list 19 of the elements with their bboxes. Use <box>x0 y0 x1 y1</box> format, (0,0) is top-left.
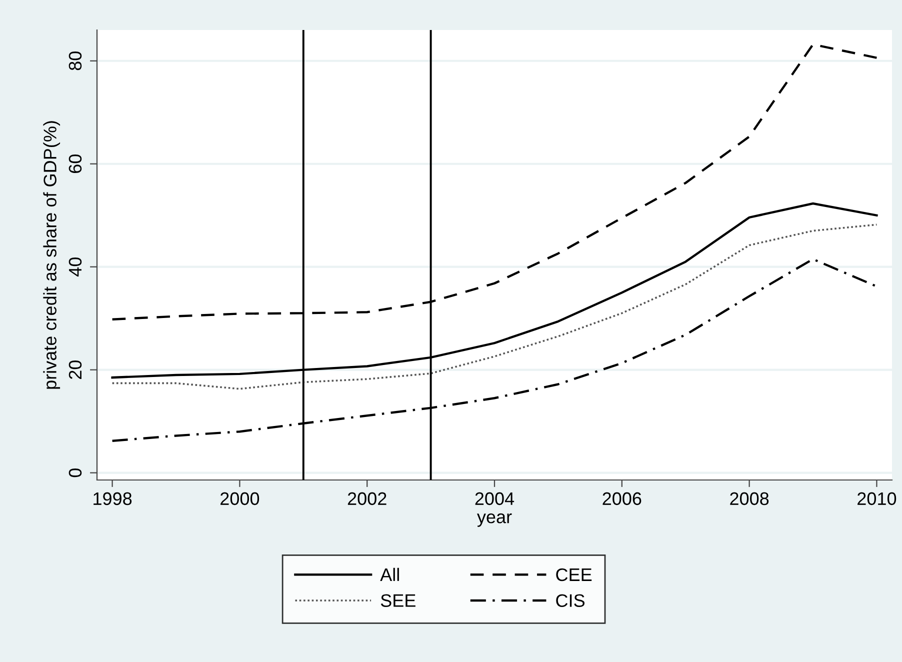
y-tick-label: 80 <box>68 52 82 70</box>
line-series <box>111 224 878 390</box>
y-tick-label: 0 <box>68 468 82 478</box>
x-tick-label: 2010 <box>858 492 896 506</box>
y-axis-title: private credit as share of GDP(%) <box>43 121 60 389</box>
x-tick-label: 2000 <box>220 492 260 506</box>
y-tick-label: 40 <box>68 258 82 276</box>
legend-label: CEE <box>556 568 592 582</box>
x-tick-label: 2004 <box>475 492 514 506</box>
x-tick-label: 2008 <box>730 492 769 506</box>
legend-label: All <box>380 568 399 581</box>
legend-label: CIS <box>556 594 584 607</box>
x-axis-title: year <box>476 513 512 527</box>
x-tick-label: 1998 <box>94 492 132 506</box>
y-tick-label: 20 <box>68 360 82 379</box>
y-tick-label: 60 <box>68 154 82 173</box>
x-tick-label: 2006 <box>602 492 642 506</box>
legend-label: SEE <box>380 594 416 607</box>
x-tick-label: 2002 <box>348 492 386 506</box>
